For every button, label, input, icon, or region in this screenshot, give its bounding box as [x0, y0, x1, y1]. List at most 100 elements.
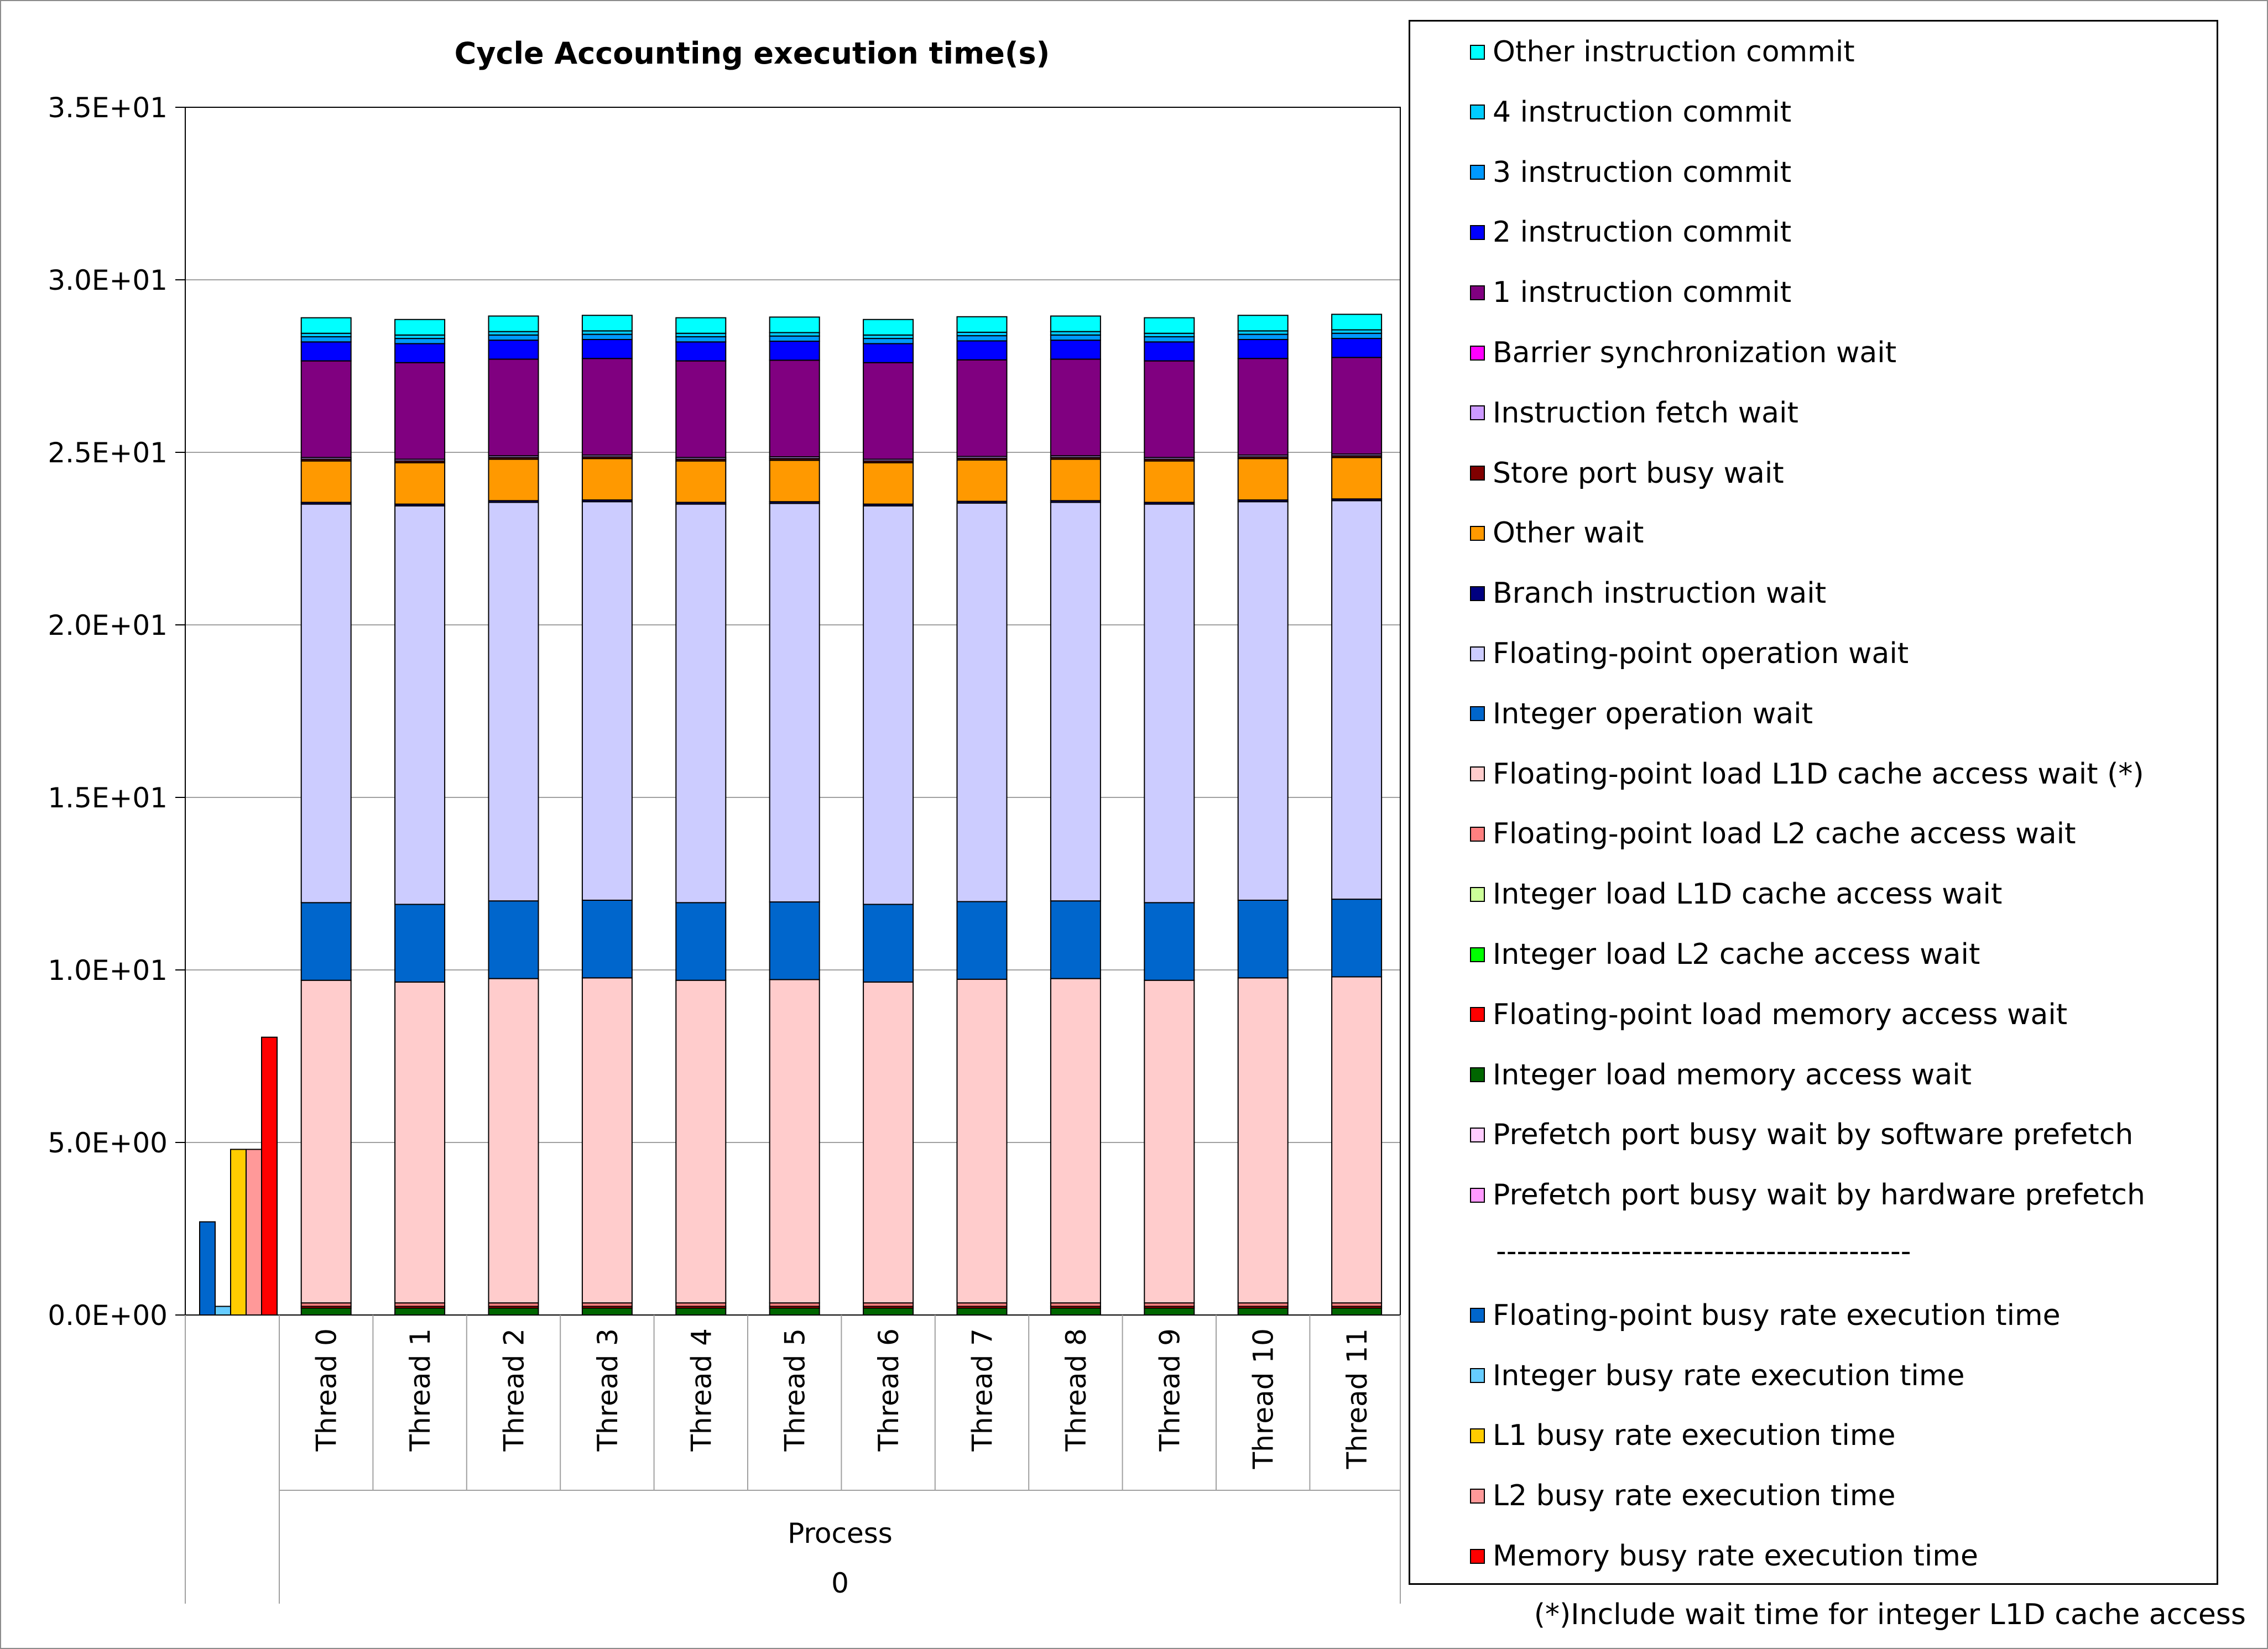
legend-swatch — [1470, 405, 1485, 421]
stack-segment — [769, 316, 820, 333]
stack-segment — [581, 899, 633, 979]
legend-label: Prefetch port busy wait by software pref… — [1493, 1118, 2134, 1152]
stack-segment — [488, 502, 539, 902]
legend-item: Other instruction commit — [1470, 27, 1855, 77]
x-tick-label: Thread 8 — [1060, 1328, 1092, 1452]
group-label: Process — [788, 1517, 893, 1549]
stack-segment — [581, 1307, 633, 1316]
legend-swatch — [1470, 345, 1485, 361]
stack-segment — [675, 1307, 727, 1316]
legend-swatch — [1470, 947, 1485, 962]
legend-swatch — [1470, 1007, 1485, 1022]
stack-segment — [300, 979, 352, 1304]
x-tick-label: Thread 11 — [1341, 1328, 1373, 1469]
stack-segment — [300, 336, 352, 343]
stack-segment — [1237, 358, 1289, 456]
stack-segment — [581, 358, 633, 456]
stack-segment — [394, 981, 446, 1304]
stack-segment — [1144, 460, 1195, 503]
legend-label: Instruction fetch wait — [1493, 396, 1798, 430]
legend-label: Integer load L1D cache access wait — [1493, 878, 2003, 911]
legend-item: Integer operation wait — [1470, 689, 1813, 739]
legend-label: L2 busy rate execution time — [1493, 1479, 1896, 1513]
stack-segment — [300, 460, 352, 503]
stack-segment — [863, 1307, 914, 1316]
x-tick-label: Thread 6 — [873, 1328, 905, 1452]
stack-segment — [1050, 358, 1101, 457]
x-tick-label: Thread 10 — [1248, 1328, 1280, 1469]
legend-swatch — [1470, 285, 1485, 300]
legend-label: Branch instruction wait — [1493, 577, 1827, 610]
stack-segment — [675, 341, 727, 362]
busy-bar — [215, 1306, 231, 1316]
x-tick-label: Thread 5 — [779, 1328, 811, 1452]
stack-segment — [863, 904, 914, 983]
legend-swatch — [1470, 1548, 1485, 1564]
stack-segment — [769, 335, 820, 342]
stack-segment — [394, 505, 446, 905]
stack-segment — [769, 901, 820, 980]
stack-segment — [1331, 457, 1383, 500]
stack-segment — [675, 902, 727, 981]
group-value: 0 — [831, 1567, 849, 1599]
stack-segment — [863, 462, 914, 505]
legend-swatch — [1470, 586, 1485, 601]
stacked-bars — [300, 314, 1383, 1316]
stack-segment — [488, 340, 539, 360]
legend-item: Floating-point busy rate execution time — [1470, 1291, 2061, 1340]
stack-segment — [1050, 458, 1101, 502]
legend-label: Integer load L2 cache access wait — [1493, 938, 1980, 971]
stack-segment — [1144, 503, 1195, 904]
legend-item: 3 instruction commit — [1470, 148, 1791, 197]
stack-segment — [863, 505, 914, 905]
legend-label: Other instruction commit — [1493, 35, 1855, 69]
busy-bar — [199, 1221, 216, 1316]
legend-label: Integer operation wait — [1493, 697, 1813, 730]
stack-segment — [300, 360, 352, 458]
stack-segment — [394, 343, 446, 363]
y-tick-label: 1.0E+01 — [48, 954, 168, 987]
y-tick-label: 3.5E+01 — [48, 92, 168, 124]
stack-segment — [394, 462, 446, 505]
stack-segment — [488, 978, 539, 1304]
stack-segment — [488, 334, 539, 341]
stack-segment — [1050, 1307, 1101, 1316]
legend-item: 4 instruction commit — [1470, 87, 1791, 137]
legend-item: Store port busy wait — [1470, 448, 1784, 498]
stack-segment — [300, 1307, 352, 1316]
stack-segment — [956, 316, 1008, 333]
legend-swatch — [1470, 1428, 1485, 1443]
x-tick-label: Thread 3 — [592, 1328, 624, 1452]
stack-segment — [863, 362, 914, 460]
stack-segment — [1237, 315, 1289, 332]
legend-swatch — [1470, 1308, 1485, 1323]
stack-segment — [394, 1307, 446, 1316]
stack-segment — [1331, 500, 1383, 900]
stack-segment — [1144, 341, 1195, 362]
legend-swatch — [1470, 105, 1485, 120]
stack-segment — [863, 338, 914, 345]
stack-segment — [581, 501, 633, 901]
legend-item: L2 busy rate execution time — [1470, 1471, 1896, 1521]
busy-bar — [230, 1149, 247, 1316]
stack-segment — [581, 333, 633, 340]
stack-segment — [394, 319, 446, 336]
stack-segment — [1331, 1307, 1383, 1316]
stack-segment — [863, 981, 914, 1304]
legend-swatch — [1470, 646, 1485, 661]
stack-segment — [1237, 333, 1289, 340]
stack-segment — [300, 317, 352, 334]
stack-segment — [1237, 899, 1289, 979]
legend-label: Floating-point load L1D cache access wai… — [1493, 757, 2144, 791]
stack-segment — [769, 503, 820, 903]
legend-label: Memory busy rate execution time — [1493, 1540, 1978, 1573]
stack-segment — [769, 359, 820, 458]
stack-segment — [1331, 332, 1383, 340]
stack-segment — [581, 458, 633, 501]
y-tick-label: 5.0E+00 — [48, 1127, 168, 1159]
stack-segment — [675, 336, 727, 343]
legend-item: Integer busy rate execution time — [1470, 1351, 1965, 1401]
stack-segment — [300, 341, 352, 362]
stack-segment — [1144, 360, 1195, 458]
legend-swatch — [1470, 1187, 1485, 1203]
